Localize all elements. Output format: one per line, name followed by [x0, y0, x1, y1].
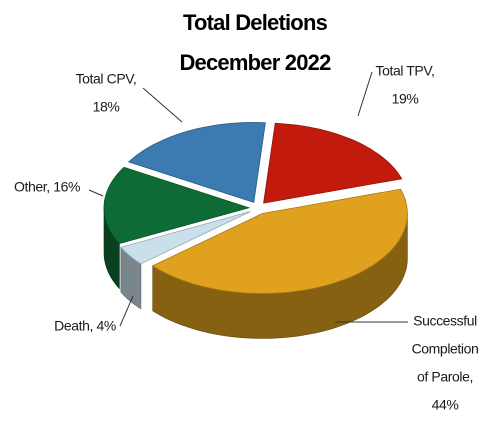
slice [151, 188, 408, 294]
data-label: of Parole, [417, 369, 473, 385]
data-label: Successful [413, 313, 477, 329]
leader-line [88, 189, 104, 197]
slice [263, 122, 403, 204]
leader-line [142, 87, 183, 123]
data-label: Total TPV, [375, 63, 434, 79]
leader-line [119, 295, 134, 327]
chart-title: December 2022 [179, 50, 331, 75]
data-label: 19% [392, 91, 419, 107]
data-label: Completion [412, 341, 479, 357]
leader-line [357, 71, 373, 117]
slice [120, 211, 251, 265]
data-label: Total CPV, [76, 71, 137, 87]
data-label: Other, 16% [14, 179, 80, 195]
chart-title: Total Deletions [183, 10, 328, 35]
data-label: 44% [432, 397, 459, 413]
slice [103, 166, 251, 245]
slice [128, 121, 266, 203]
data-label: 18% [93, 99, 120, 115]
data-label: Death, 4% [54, 318, 116, 334]
